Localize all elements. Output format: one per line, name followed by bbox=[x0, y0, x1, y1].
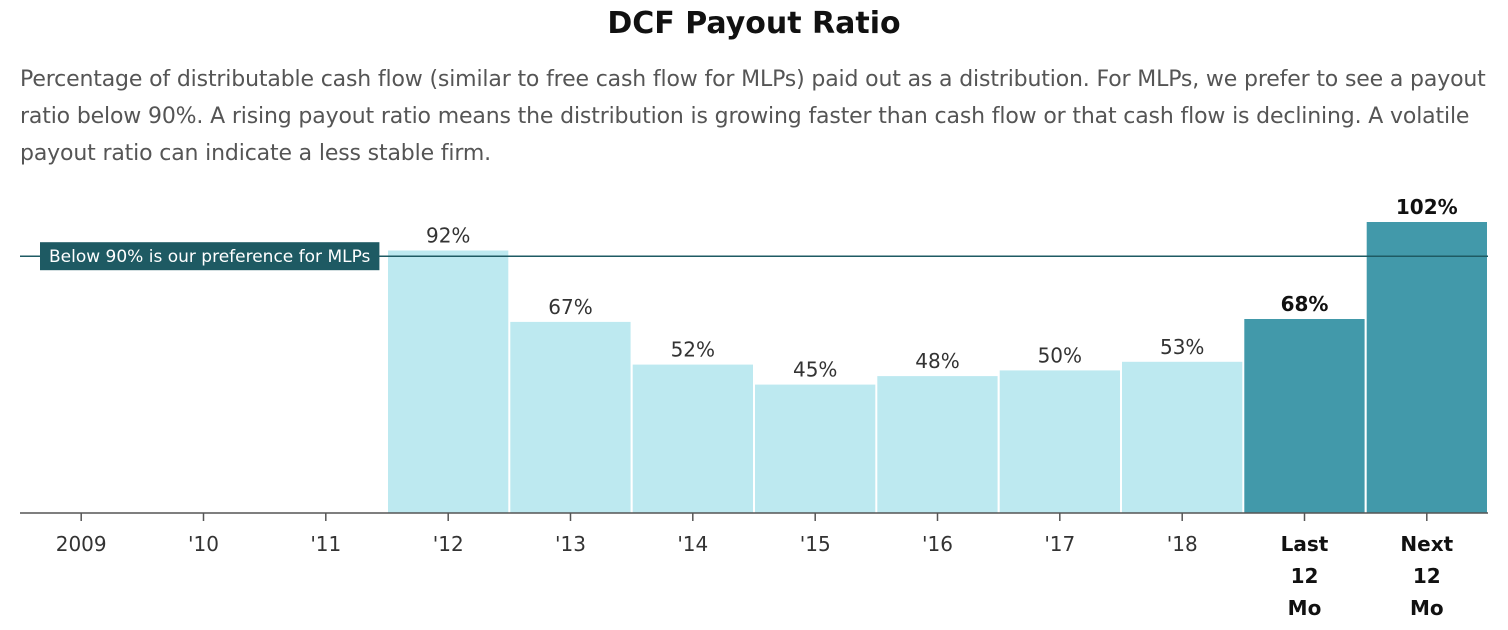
value-labels-layer: 92% 67% 52% 45% 48% 50% 53% 68% 102% bbox=[426, 195, 1458, 382]
x-tick-label-8: '17 bbox=[1044, 532, 1075, 556]
x-ticks-layer: 2009 '10 '11 '12 '13 '14 '15 '16 '17 '18 Last 12 Mo N… bbox=[56, 513, 1454, 620]
value-label-11: 102% bbox=[1396, 195, 1458, 219]
x-tick-label-6: '15 bbox=[800, 532, 831, 556]
bar-8 bbox=[999, 370, 1120, 513]
bar-6 bbox=[755, 384, 876, 513]
value-label-10: 68% bbox=[1281, 292, 1329, 316]
x-tick-label-7: '16 bbox=[922, 532, 953, 556]
reference-label-background bbox=[40, 242, 380, 271]
reference-label: Below 90% is our preference for MLPs bbox=[49, 247, 371, 267]
bar-9 bbox=[1122, 361, 1243, 513]
value-label-5: 52% bbox=[671, 338, 715, 362]
x-tick-label-2: '11 bbox=[310, 532, 341, 556]
chart-description: Percentage of distributable cash flow (s… bbox=[20, 67, 1486, 166]
reference-line-group: Below 90% is our preference for MLPs bbox=[20, 242, 1488, 271]
value-label-8: 50% bbox=[1038, 343, 1082, 367]
value-label-4: 67% bbox=[548, 295, 592, 319]
bar-7 bbox=[877, 376, 998, 513]
value-label-7: 48% bbox=[915, 349, 959, 373]
value-label-6: 45% bbox=[793, 358, 837, 382]
chart-title: DCF Payout Ratio bbox=[607, 6, 901, 41]
x-tick-label-11: Next 12 Mo bbox=[1400, 532, 1453, 620]
bar-5 bbox=[632, 364, 753, 513]
x-tick-label-9: '18 bbox=[1167, 532, 1198, 556]
bar-10 bbox=[1244, 319, 1365, 513]
bar-3 bbox=[388, 250, 509, 513]
x-tick-label-3: '12 bbox=[433, 532, 464, 556]
bar-11 bbox=[1366, 222, 1487, 513]
bar-4 bbox=[510, 321, 631, 513]
value-label-3: 92% bbox=[426, 224, 470, 248]
x-tick-label-10: Last 12 Mo bbox=[1281, 532, 1329, 620]
value-label-9: 53% bbox=[1160, 335, 1204, 359]
x-tick-label-0: 2009 bbox=[56, 532, 107, 556]
bars-layer bbox=[388, 222, 1487, 513]
x-tick-label-4: '13 bbox=[555, 532, 586, 556]
x-tick-label-1: '10 bbox=[188, 532, 219, 556]
x-tick-label-5: '14 bbox=[677, 532, 708, 556]
